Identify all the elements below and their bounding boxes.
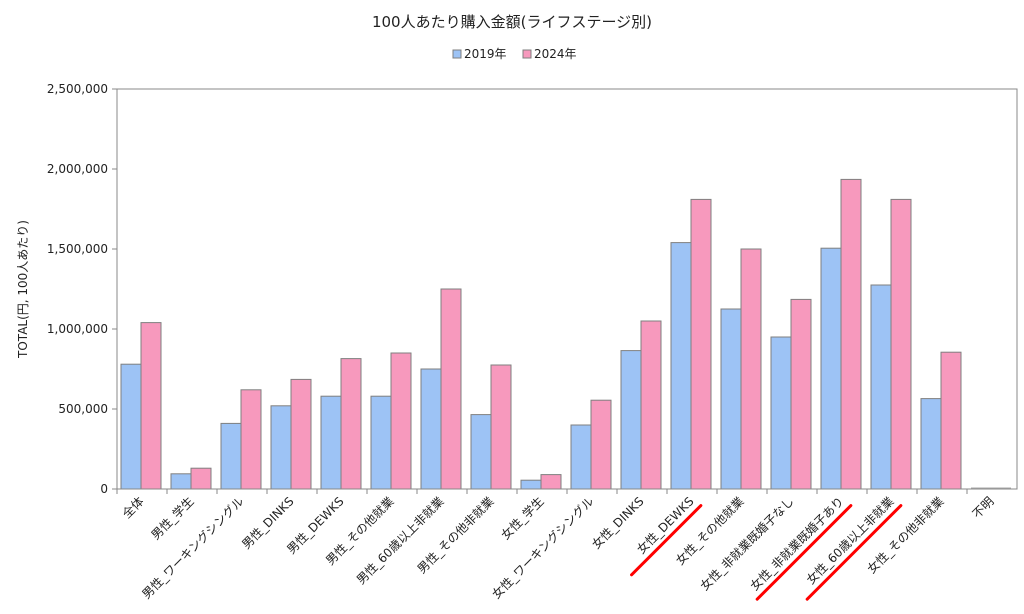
bar-series2-4 (340, 358, 362, 490)
y-tick-label: 2,500,000 (47, 82, 108, 96)
legend-swatch (452, 49, 462, 59)
underline-annotation (630, 504, 703, 577)
bar-series1-1 (170, 473, 192, 490)
bar-series1-17 (971, 487, 991, 489)
bar-series1-16 (920, 398, 942, 490)
plot-area: 0 500,000 1,000,000 1,500,000 2,000,000 2,500… (47, 82, 1018, 602)
bar-series1-13 (770, 336, 792, 490)
bar-series1-9 (570, 424, 592, 490)
y-tick-label: 500,000 (58, 402, 108, 416)
red-underline (630, 504, 703, 577)
red-underline (755, 504, 853, 601)
x-tick-label: 不明 (970, 494, 997, 521)
bar-series1-6 (420, 368, 442, 490)
y-tick-label: 1,000,000 (47, 322, 108, 336)
bar-series1-11 (670, 242, 692, 490)
bar-series2-10 (640, 320, 662, 490)
bar-series2-8 (540, 474, 562, 490)
legend-swatch (522, 49, 532, 59)
red-underline (805, 504, 903, 601)
legend-label: 2024年 (534, 47, 577, 61)
bar-series2-14 (840, 178, 862, 490)
x-tick-label: 男性_ワーキングシングル (139, 494, 246, 601)
bar-series2-7 (490, 364, 512, 490)
bar-series1-12 (720, 308, 742, 490)
bar-series1-15 (870, 284, 892, 490)
bar-series2-16 (940, 351, 962, 490)
y-tick-label: 2,000,000 (47, 162, 108, 176)
bar-series2-17 (991, 487, 1011, 489)
bar-series2-12 (740, 248, 762, 490)
x-tick-label: 女性_ワーキングシングル (489, 494, 597, 602)
bar-series2-5 (390, 352, 412, 490)
bar-series1-10 (620, 350, 642, 490)
x-tick-label: 女性_非就業既婚子あり (747, 494, 847, 594)
bar-series1-2 (220, 422, 242, 490)
bar-series2-11 (690, 198, 712, 490)
bar-series1-5 (370, 395, 392, 490)
bar-series1-8 (520, 479, 542, 490)
bar-series2-6 (440, 288, 462, 490)
bar-series1-4 (320, 395, 342, 490)
bar-series1-7 (470, 414, 492, 490)
x-tick-label: 女性_学生 (498, 494, 547, 543)
bar-series1-3 (270, 405, 292, 490)
x-tick-label: 全体 (119, 494, 147, 522)
x-tick-label: 女性_非就業既婚子なし (697, 494, 797, 594)
underline-annotation (755, 504, 853, 601)
y-axis-title: TOTAL(円, 100人あたり) (16, 220, 30, 359)
legend-label: 2019年 (464, 47, 507, 61)
x-tick-label: 男性_60歳以上非就業 (354, 494, 447, 587)
bar-series2-15 (890, 198, 912, 490)
bar-series2-9 (590, 399, 612, 490)
underline-annotation (805, 504, 903, 601)
bar-series2-2 (240, 389, 262, 490)
legend: 2019年 2024年 (452, 47, 577, 61)
x-tick-label: 男性_学生 (148, 494, 197, 543)
bar-series2-1 (190, 467, 212, 490)
bar-series2-0 (140, 322, 162, 490)
chart-title: 100人あたり購入金額(ライフステージ別) (372, 13, 652, 31)
bar-series1-14 (820, 247, 842, 490)
y-tick-label: 1,500,000 (47, 242, 108, 256)
y-tick-label: 0 (100, 482, 108, 496)
bar-series2-13 (790, 298, 812, 490)
bar-series2-3 (290, 378, 312, 490)
bar-series1-0 (120, 363, 142, 490)
